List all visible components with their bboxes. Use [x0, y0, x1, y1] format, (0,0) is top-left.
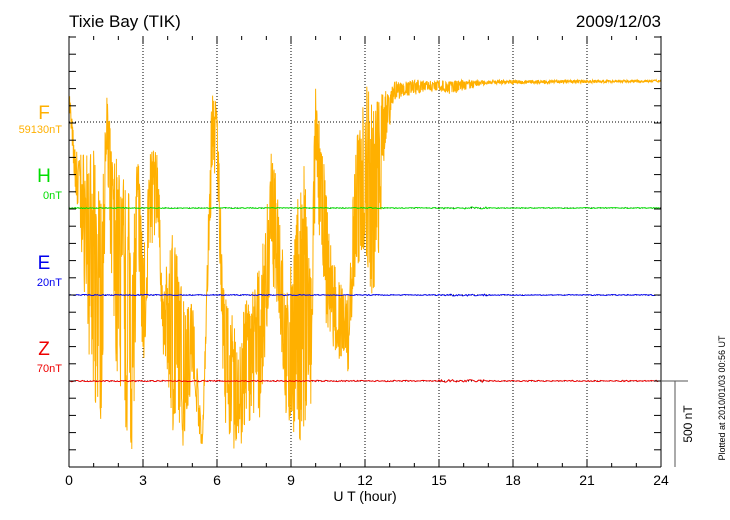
trace-Z: [68, 378, 660, 384]
series-label-F: F: [38, 103, 50, 124]
series-label-Z: Z: [38, 339, 50, 360]
trace-H: [68, 206, 660, 210]
x-tick-label: 9: [287, 472, 295, 488]
series-baseline-F: 59130nT: [19, 124, 63, 136]
traces: [68, 78, 661, 450]
x-tick-label: 18: [505, 472, 521, 488]
chart-title: Tixie Bay (TIK): [69, 12, 181, 31]
x-tick-label: 6: [213, 472, 221, 488]
x-tick-label: 3: [139, 472, 147, 488]
plotted-note: Plotted at 2010/01/03 00:56 UT: [717, 335, 727, 461]
x-tick-label: 24: [653, 472, 669, 488]
x-axis-label: U T (hour): [333, 488, 396, 504]
series-label-H: H: [37, 166, 51, 187]
chart-date: 2009/12/03: [576, 12, 661, 31]
x-tick-label: 15: [431, 472, 447, 488]
grid: [69, 36, 661, 467]
trace-F: [68, 78, 661, 450]
series-baseline-Z: 70nT: [37, 363, 62, 375]
x-tick-label: 21: [579, 472, 595, 488]
scale-label: 500 nT: [681, 405, 695, 443]
series-baseline-H: 0nT: [43, 190, 62, 202]
trace-E: [68, 293, 660, 297]
series-baseline-E: 20nT: [37, 277, 62, 289]
series-label-E: E: [38, 253, 51, 274]
x-tick-label: 12: [357, 472, 373, 488]
x-tick-label: 0: [65, 472, 73, 488]
axes: 0 3 6 9 12 15 18 21 24: [65, 36, 669, 488]
